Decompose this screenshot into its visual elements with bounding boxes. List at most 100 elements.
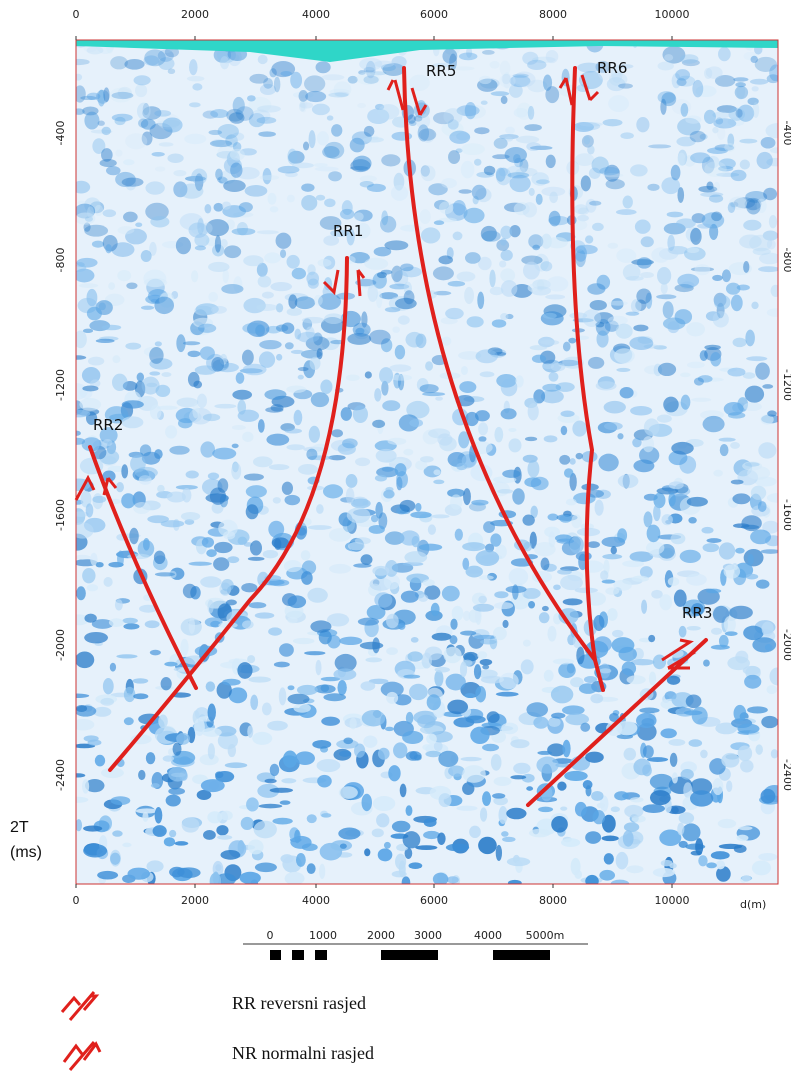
texture-blob [286, 194, 295, 203]
texture-blob [310, 620, 332, 633]
texture-blob [631, 575, 649, 582]
texture-blob [200, 576, 222, 588]
texture-blob [101, 148, 113, 162]
texture-blob [207, 811, 223, 824]
texture-blob [406, 400, 430, 419]
texture-blob [761, 621, 774, 637]
texture-blob [197, 323, 217, 333]
bottom-tick-label: 2000 [181, 894, 209, 907]
texture-blob [384, 307, 401, 313]
texture-blob [190, 219, 206, 235]
texture-blob [580, 175, 591, 192]
texture-blob [706, 588, 722, 594]
texture-blob [158, 57, 175, 70]
texture-blob [284, 871, 305, 884]
texture-blob [366, 604, 386, 620]
texture-blob [743, 219, 762, 231]
texture-blob [604, 422, 623, 431]
texture-blob [587, 145, 595, 155]
texture-blob [390, 185, 409, 201]
texture-blob [490, 533, 502, 547]
texture-blob [291, 162, 314, 169]
texture-blob [770, 284, 778, 297]
texture-blob [280, 71, 293, 77]
left-tick-label: -2400 [54, 759, 67, 791]
texture-blob [185, 175, 206, 182]
texture-blob [420, 165, 430, 177]
texture-blob [164, 46, 179, 58]
texture-blob [515, 167, 538, 177]
texture-blob [456, 462, 468, 471]
texture-blob [706, 181, 714, 191]
texture-blob [683, 155, 696, 167]
texture-blob [575, 452, 583, 460]
texture-blob [703, 109, 716, 124]
texture-blob [398, 860, 406, 878]
texture-blob [121, 400, 144, 409]
texture-blob [370, 514, 379, 523]
texture-blob [319, 863, 326, 879]
texture-blob [314, 684, 336, 694]
texture-blob [601, 835, 619, 842]
texture-blob [392, 326, 400, 333]
texture-blob [620, 132, 634, 139]
texture-blob [194, 245, 207, 251]
texture-blob [607, 608, 618, 621]
texture-blob [269, 206, 279, 213]
texture-blob [571, 514, 582, 529]
scale-label: 3000 [414, 929, 442, 942]
texture-blob [201, 222, 213, 234]
texture-blob [506, 807, 527, 820]
texture-blob [671, 99, 692, 115]
texture-blob [259, 83, 277, 96]
texture-blob [200, 779, 225, 793]
texture-blob [125, 177, 137, 191]
texture-blob [247, 725, 254, 738]
texture-blob [473, 664, 482, 680]
texture-blob [254, 862, 277, 873]
texture-blob [712, 778, 724, 796]
texture-blob [500, 378, 518, 397]
texture-blob [483, 165, 496, 176]
texture-blob [471, 184, 487, 200]
texture-blob [385, 726, 394, 732]
texture-blob [408, 120, 417, 127]
texture-blob [146, 382, 158, 388]
texture-blob [180, 511, 201, 521]
surface-band [76, 40, 778, 62]
texture-blob [583, 676, 598, 684]
texture-blob [232, 96, 245, 115]
texture-blob [339, 843, 347, 849]
texture-blob [751, 86, 759, 92]
texture-blob [594, 312, 614, 324]
texture-blob [374, 103, 385, 111]
texture-blob [94, 754, 106, 767]
texture-blob [330, 229, 349, 237]
texture-blob [547, 513, 559, 521]
texture-blob [223, 157, 242, 175]
texture-blob [727, 367, 746, 377]
texture-blob [769, 64, 778, 82]
texture-blob [209, 140, 233, 148]
texture-blob [700, 192, 724, 198]
texture-blob [588, 167, 601, 179]
texture-blob [490, 753, 502, 771]
texture-blob [530, 505, 538, 519]
texture-blob [590, 693, 604, 704]
texture-blob [674, 284, 694, 293]
scale-blocks [270, 950, 550, 960]
texture-blob [221, 579, 234, 592]
texture-blob [381, 210, 389, 226]
texture-blob [686, 322, 705, 337]
texture-blob [723, 615, 736, 633]
texture-blob [157, 119, 181, 128]
texture-blob [591, 790, 604, 801]
texture-blob [210, 305, 227, 314]
texture-blob [227, 743, 237, 758]
texture-blob [527, 459, 540, 478]
texture-blob [475, 188, 492, 203]
texture-blob [385, 486, 394, 493]
texture-blob [116, 654, 138, 659]
texture-blob [149, 371, 161, 376]
texture-blob [640, 271, 655, 279]
